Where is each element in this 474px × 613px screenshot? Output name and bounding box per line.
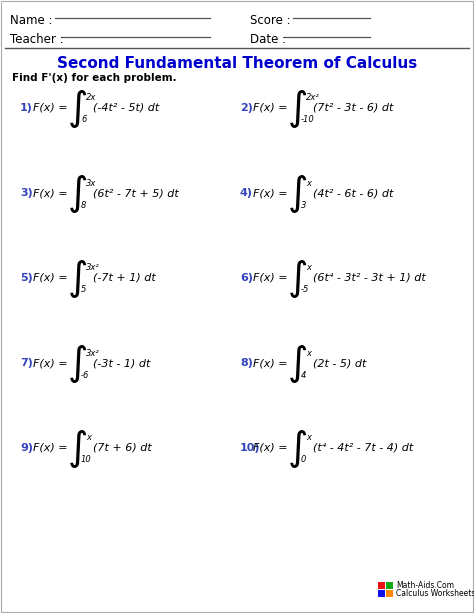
Bar: [386, 582, 393, 589]
Text: 8): 8): [240, 358, 253, 368]
Text: 5: 5: [81, 286, 86, 294]
Bar: [386, 590, 393, 597]
Bar: [378, 582, 385, 589]
Text: F(x) =: F(x) =: [253, 358, 288, 368]
Text: 3x²: 3x²: [86, 349, 100, 357]
Text: 9): 9): [20, 443, 33, 453]
Text: (-3t - 1) dt: (-3t - 1) dt: [93, 358, 150, 368]
Text: Calculus Worksheets: Calculus Worksheets: [396, 589, 474, 598]
Text: (6t⁴ - 3t² - 3t + 1) dt: (6t⁴ - 3t² - 3t + 1) dt: [313, 273, 426, 283]
Text: 1): 1): [20, 103, 33, 113]
Text: Date :: Date :: [250, 33, 286, 46]
Text: x: x: [306, 178, 311, 188]
Text: $\int$: $\int$: [287, 88, 307, 130]
Text: $\int$: $\int$: [67, 88, 87, 130]
Text: x: x: [306, 349, 311, 357]
Text: $\int$: $\int$: [287, 428, 307, 470]
Text: 6: 6: [81, 115, 86, 124]
Text: 0: 0: [301, 455, 306, 465]
Text: $\int$: $\int$: [67, 173, 87, 215]
Text: $\int$: $\int$: [287, 173, 307, 215]
Text: 2): 2): [240, 103, 253, 113]
Text: 8: 8: [81, 200, 86, 210]
Text: Teacher :: Teacher :: [10, 33, 64, 46]
Text: x: x: [306, 264, 311, 273]
Text: F(x) =: F(x) =: [253, 188, 288, 198]
Text: -10: -10: [301, 115, 315, 124]
Text: F(x) =: F(x) =: [253, 443, 288, 453]
Text: (2t - 5) dt: (2t - 5) dt: [313, 358, 366, 368]
Text: 5): 5): [20, 273, 33, 283]
Text: (4t² - 6t - 6) dt: (4t² - 6t - 6) dt: [313, 188, 393, 198]
Text: (6t² - 7t + 5) dt: (6t² - 7t + 5) dt: [93, 188, 179, 198]
Text: -6: -6: [81, 370, 90, 379]
Text: F(x) =: F(x) =: [33, 358, 68, 368]
Text: 7): 7): [20, 358, 33, 368]
Text: $\int$: $\int$: [67, 428, 87, 470]
Text: 3: 3: [301, 200, 306, 210]
Text: F(x) =: F(x) =: [253, 273, 288, 283]
Text: (7t + 6) dt: (7t + 6) dt: [93, 443, 152, 453]
Text: x: x: [86, 433, 91, 443]
Text: Second Fundamental Theorem of Calculus: Second Fundamental Theorem of Calculus: [57, 56, 417, 70]
Text: $\int$: $\int$: [67, 258, 87, 300]
Text: F(x) =: F(x) =: [253, 103, 288, 113]
Text: F(x) =: F(x) =: [33, 443, 68, 453]
Text: 3x: 3x: [86, 178, 96, 188]
Text: F(x) =: F(x) =: [33, 273, 68, 283]
Text: $\int$: $\int$: [67, 343, 87, 385]
Text: 3x²: 3x²: [86, 264, 100, 273]
Text: 4: 4: [301, 370, 306, 379]
Text: $\int$: $\int$: [287, 343, 307, 385]
Text: (t⁴ - 4t² - 7t - 4) dt: (t⁴ - 4t² - 7t - 4) dt: [313, 443, 413, 453]
Text: x: x: [306, 433, 311, 443]
Text: -5: -5: [301, 286, 310, 294]
Text: (-4t² - 5t) dt: (-4t² - 5t) dt: [93, 103, 159, 113]
Text: 2x: 2x: [86, 94, 96, 102]
Bar: [378, 590, 385, 597]
Text: 4): 4): [240, 188, 253, 198]
Text: Score :: Score :: [250, 14, 291, 27]
Text: $\int$: $\int$: [287, 258, 307, 300]
Text: F(x) =: F(x) =: [33, 188, 68, 198]
Text: Find F'(x) for each problem.: Find F'(x) for each problem.: [12, 73, 177, 83]
Text: 6): 6): [240, 273, 253, 283]
Text: 10: 10: [81, 455, 92, 465]
Text: Name :: Name :: [10, 14, 53, 27]
Text: (7t² - 3t - 6) dt: (7t² - 3t - 6) dt: [313, 103, 393, 113]
Text: Math-Aids.Com: Math-Aids.Com: [396, 581, 454, 590]
Text: 10): 10): [240, 443, 261, 453]
Text: F(x) =: F(x) =: [33, 103, 68, 113]
Text: 2x²: 2x²: [306, 94, 320, 102]
Text: 3): 3): [20, 188, 33, 198]
Text: (-7t + 1) dt: (-7t + 1) dt: [93, 273, 156, 283]
